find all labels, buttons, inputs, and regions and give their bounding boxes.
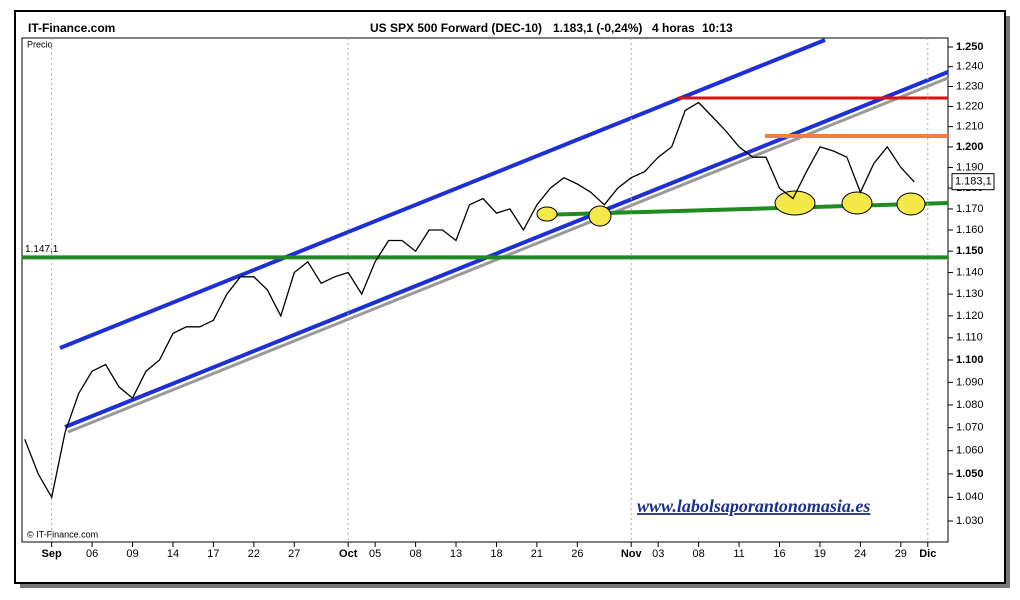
y-tick-label: 1.110	[956, 332, 983, 344]
price-line	[24, 101, 915, 500]
quote: 1.183,1 (-0,24%)	[553, 21, 642, 35]
timeframe: 4 horas	[652, 21, 695, 35]
x-tick-label: 05	[369, 548, 381, 560]
y-tick-label: 1.120	[956, 310, 984, 322]
lower-channel	[64, 70, 949, 429]
source: © IT-Finance.com	[27, 529, 98, 539]
x-tick-label: Sep	[42, 548, 62, 560]
y-tick-label: 1.230	[956, 80, 984, 92]
x-tick-label: 17	[207, 548, 219, 560]
site-name: IT-Finance.com	[28, 21, 115, 35]
y-tick-label: 1.040	[956, 491, 984, 503]
x-tick-label: 26	[571, 548, 583, 560]
x-tick-label: 19	[814, 548, 826, 560]
y-tick-label: 1.070	[956, 422, 984, 434]
y-tick-label: 1.170	[956, 203, 984, 215]
x-tick-label: 09	[126, 548, 138, 560]
y-tick-label: 1.130	[956, 288, 984, 300]
x-tick-label: 03	[652, 548, 664, 560]
x-tick-label: 24	[854, 548, 866, 560]
x-tick-label: Nov	[621, 548, 643, 560]
x-tick-label: 08	[409, 548, 421, 560]
x-tick-label: 29	[895, 548, 907, 560]
time: 10:13	[702, 21, 733, 35]
y-tick-label: 1.150	[956, 245, 984, 257]
highlight	[841, 191, 873, 215]
x-tick-label: 27	[288, 548, 300, 560]
last-price-label: 1.183,1	[955, 176, 992, 188]
highlight	[588, 205, 612, 227]
x-tick-label: 13	[450, 548, 462, 560]
y-tick-label: 1.100	[956, 354, 984, 366]
x-tick-label: 18	[490, 548, 502, 560]
x-tick-label: 11	[733, 548, 744, 560]
level-label: 1.147,1	[25, 244, 59, 255]
highlight	[896, 192, 926, 216]
highlight	[536, 206, 558, 222]
watermark: www.labolsaporantonomasia.es	[637, 496, 870, 516]
x-tick-label: 14	[167, 548, 179, 560]
y-tick-label: 1.220	[956, 100, 984, 112]
y-tick-label: 1.080	[956, 399, 984, 411]
trendlines	[59, 38, 949, 434]
y-tick-label: 1.140	[956, 266, 984, 278]
last-price-box	[951, 173, 995, 191]
y-tick-label: 1.090	[956, 376, 984, 388]
x-tick-label: 08	[693, 548, 705, 560]
instrument: US SPX 500 Forward (DEC-10)	[370, 21, 542, 35]
x-tick-label: 22	[248, 548, 260, 560]
y-tick-label: 1.190	[956, 161, 984, 173]
plot-area	[21, 37, 949, 543]
upper-channel	[59, 38, 826, 350]
x-tick-label: Dic	[919, 548, 936, 560]
x-tick-label: 06	[86, 548, 98, 560]
y-tick-label: 1.160	[956, 224, 984, 236]
y-tick-label: 1.050	[956, 468, 984, 480]
y-tick-label: 1.240	[956, 61, 984, 73]
x-tick-label: 21	[531, 548, 543, 560]
y-tick-label: 1.200	[956, 141, 984, 153]
y-tick-label: 1.250	[956, 41, 984, 53]
highlight	[774, 190, 816, 216]
x-tick-label: 16	[773, 548, 785, 560]
x-tick-label: Oct	[339, 548, 358, 560]
y-tick-label: 1.030	[956, 515, 984, 527]
y-axis-label: Precio	[27, 39, 53, 49]
y-tick-label: 1.060	[956, 445, 984, 457]
y-tick-label: 1.210	[956, 121, 984, 133]
